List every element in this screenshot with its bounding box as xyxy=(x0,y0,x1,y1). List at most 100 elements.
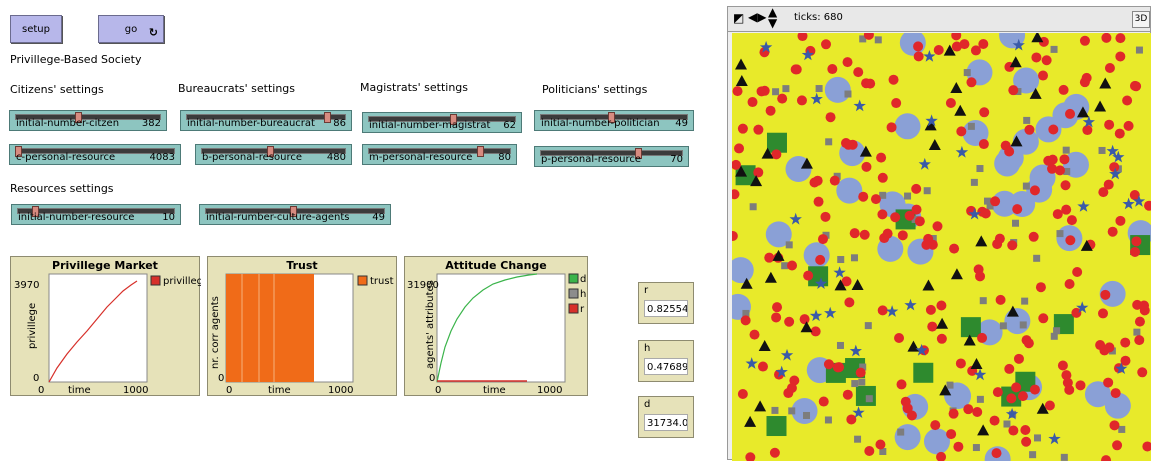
citizen-agent xyxy=(1029,384,1040,395)
legend-label: trust xyxy=(370,276,394,287)
citizen-agent xyxy=(844,297,855,308)
politician-agent xyxy=(955,145,969,158)
culture-agent xyxy=(1062,146,1070,154)
citizen-agent xyxy=(1101,455,1112,461)
monitor-r: r 0.825542 xyxy=(638,282,694,324)
politician-agent xyxy=(780,348,794,361)
citizen-agent xyxy=(933,44,944,55)
resource-agent xyxy=(834,279,847,291)
slider-value: 70 xyxy=(670,154,683,165)
citizen-agent xyxy=(913,41,924,52)
slider-c-personal-resource[interactable]: c-personal-resource 4083 xyxy=(9,144,181,165)
slider-m-personal-resource[interactable]: m-personal-resource 80 xyxy=(362,144,517,165)
slider-initial-number-magistrat[interactable]: initial-number-magistrat 62 xyxy=(362,112,522,133)
bureaucrat-agent xyxy=(923,428,950,455)
resource-agent xyxy=(800,157,813,169)
bureaucrat-agent xyxy=(836,177,863,204)
politician-agent xyxy=(833,266,846,278)
politician-agent xyxy=(849,344,862,357)
slider-initial-number-politician[interactable]: initial-number-politician 49 xyxy=(534,110,694,131)
citizen-agent xyxy=(821,39,832,50)
citizen-agent xyxy=(1047,163,1058,174)
citizen-agent xyxy=(818,396,829,407)
citizen-agent xyxy=(1020,425,1031,436)
slider-knob[interactable] xyxy=(15,146,22,157)
citizen-agent xyxy=(771,312,782,323)
slider-knob[interactable] xyxy=(74,112,82,123)
citizen-agent xyxy=(1109,162,1120,173)
culture-agent xyxy=(979,297,987,305)
monitor-h: h 0.476895 xyxy=(638,340,694,382)
slider-p-personal-resource[interactable]: p-personal-resource 70 xyxy=(534,146,689,167)
culture-agent xyxy=(859,35,867,43)
slider-knob[interactable] xyxy=(476,146,484,157)
x-min-label: 0 xyxy=(226,385,232,396)
height-arrows-icon[interactable]: ▲ ▼ xyxy=(768,5,778,30)
politician-agent xyxy=(1082,115,1095,128)
resource-agent xyxy=(924,119,937,131)
slider-b-personal-resource[interactable]: b-personal-resource 480 xyxy=(195,144,352,165)
politicians-settings-label: Politicians' settings xyxy=(542,83,648,96)
bureaucrat-agent xyxy=(894,113,921,140)
culture-agent xyxy=(749,203,757,211)
culture-agent xyxy=(929,235,937,243)
citizen-agent xyxy=(886,122,897,133)
slider-initial-number-bureaucrat[interactable]: initial-number-bureaucrat 86 xyxy=(180,110,352,131)
citizen-agent xyxy=(759,85,770,96)
citizen-agent xyxy=(753,124,764,135)
slider-knob[interactable] xyxy=(289,206,297,217)
citizen-agent xyxy=(1079,77,1090,88)
citizen-agent xyxy=(991,448,1002,459)
slider-initial-number-citzen[interactable]: initial-number-citzen 382 xyxy=(9,110,167,131)
resource-agent xyxy=(954,104,967,116)
slider-name: c-personal-resource xyxy=(16,152,116,163)
plot-title: Attitude Change xyxy=(445,259,547,272)
slider-value: 86 xyxy=(333,118,346,129)
citizen-agent xyxy=(945,98,956,109)
citizen-agent xyxy=(1023,338,1034,349)
legend-swatch xyxy=(568,303,579,314)
politician-agent xyxy=(1048,432,1061,445)
culture-agent xyxy=(771,406,779,414)
3d-button[interactable]: 3D xyxy=(1132,11,1150,28)
width-arrows-icon[interactable]: ◀▶ xyxy=(748,10,767,24)
world-toolbar: ◩ ◀▶ ▲ ▼ ticks: 680 3D xyxy=(728,5,1150,32)
resource-agent xyxy=(1076,106,1089,118)
y-max-label: 3970 xyxy=(14,280,39,291)
x-axis-label: time xyxy=(483,385,506,396)
culture-agent xyxy=(859,363,867,371)
slider-knob[interactable] xyxy=(635,148,643,159)
monitor-name: h xyxy=(644,343,651,354)
slider-name: p-personal-resource xyxy=(541,154,641,165)
slider-knob[interactable] xyxy=(449,114,457,125)
citizen-agent xyxy=(882,228,893,239)
slider-initial-rumber-culture-agents[interactable]: initial-rumber-culture-agents 49 xyxy=(199,204,391,225)
culture-agent xyxy=(1050,45,1058,53)
slider-name: initial-rumber-culture-agents xyxy=(206,212,350,223)
citizen-agent xyxy=(1044,400,1055,411)
resize-icon[interactable]: ◩ xyxy=(733,11,745,25)
world-canvas[interactable] xyxy=(732,33,1151,461)
slider-knob[interactable] xyxy=(267,146,275,157)
citizen-agent xyxy=(732,189,740,200)
citizen-agent xyxy=(1024,124,1035,135)
citizen-agent xyxy=(990,196,1001,207)
slider-name: initial-number-citzen xyxy=(16,118,120,129)
slider-initial-number-resource[interactable]: initial-number-resource 10 xyxy=(11,204,181,225)
culture-agent xyxy=(1098,146,1106,154)
citizen-agent xyxy=(1120,337,1131,348)
go-button[interactable]: go ↻ xyxy=(98,15,164,43)
resource-agent xyxy=(950,268,963,280)
citizen-agent xyxy=(859,229,870,240)
citizen-agent xyxy=(925,304,936,315)
politician-agent xyxy=(915,343,928,356)
slider-knob[interactable] xyxy=(323,112,331,123)
citizen-agent xyxy=(1134,335,1145,346)
x-axis-label: time xyxy=(68,385,91,396)
setup-button[interactable]: setup xyxy=(10,15,62,43)
citizen-agent xyxy=(1011,382,1022,393)
culture-agent xyxy=(1022,182,1030,190)
politician-agent xyxy=(1076,301,1089,314)
slider-knob[interactable] xyxy=(607,112,615,123)
slider-knob[interactable] xyxy=(32,206,40,217)
